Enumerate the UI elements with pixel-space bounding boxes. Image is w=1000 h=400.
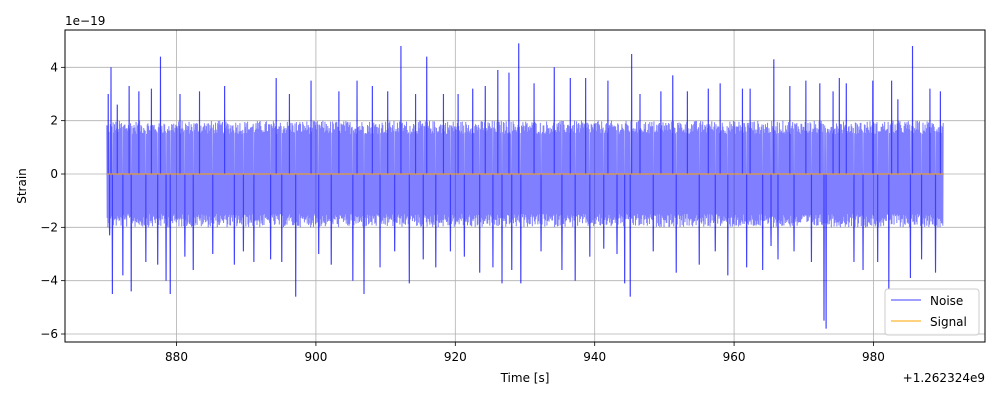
x-offset-label: +1.262324e9 <box>903 371 985 385</box>
x-tick-label: 920 <box>444 350 467 364</box>
x-tick-label: 900 <box>304 350 327 364</box>
y-tick-label: −4 <box>40 274 58 288</box>
legend: Noise Signal <box>884 288 980 336</box>
grid <box>65 30 985 342</box>
y-tick-label: 4 <box>50 60 58 74</box>
x-axis: 880 900 920 940 960 980 <box>165 342 885 364</box>
y-tick-label: 0 <box>50 167 58 181</box>
x-tick-label: 960 <box>723 350 746 364</box>
x-axis-label: Time [s] <box>500 371 550 385</box>
x-tick-label: 940 <box>583 350 606 364</box>
x-tick-label: 880 <box>165 350 188 364</box>
y-tick-label: 2 <box>50 114 58 128</box>
noise-line <box>106 43 944 329</box>
y-axis: −6 −4 −2 0 2 4 <box>40 60 65 341</box>
legend-noise-label: Noise <box>930 294 963 308</box>
plot-frame <box>64 29 986 343</box>
y-tick-label: −2 <box>40 220 58 234</box>
y-axis-label: Strain <box>15 168 29 204</box>
y-scale-label: 1e−19 <box>65 14 105 28</box>
x-tick-label: 980 <box>862 350 885 364</box>
y-tick-label: −6 <box>40 327 58 341</box>
legend-signal-label: Signal <box>930 315 967 329</box>
noise-series <box>106 43 944 329</box>
